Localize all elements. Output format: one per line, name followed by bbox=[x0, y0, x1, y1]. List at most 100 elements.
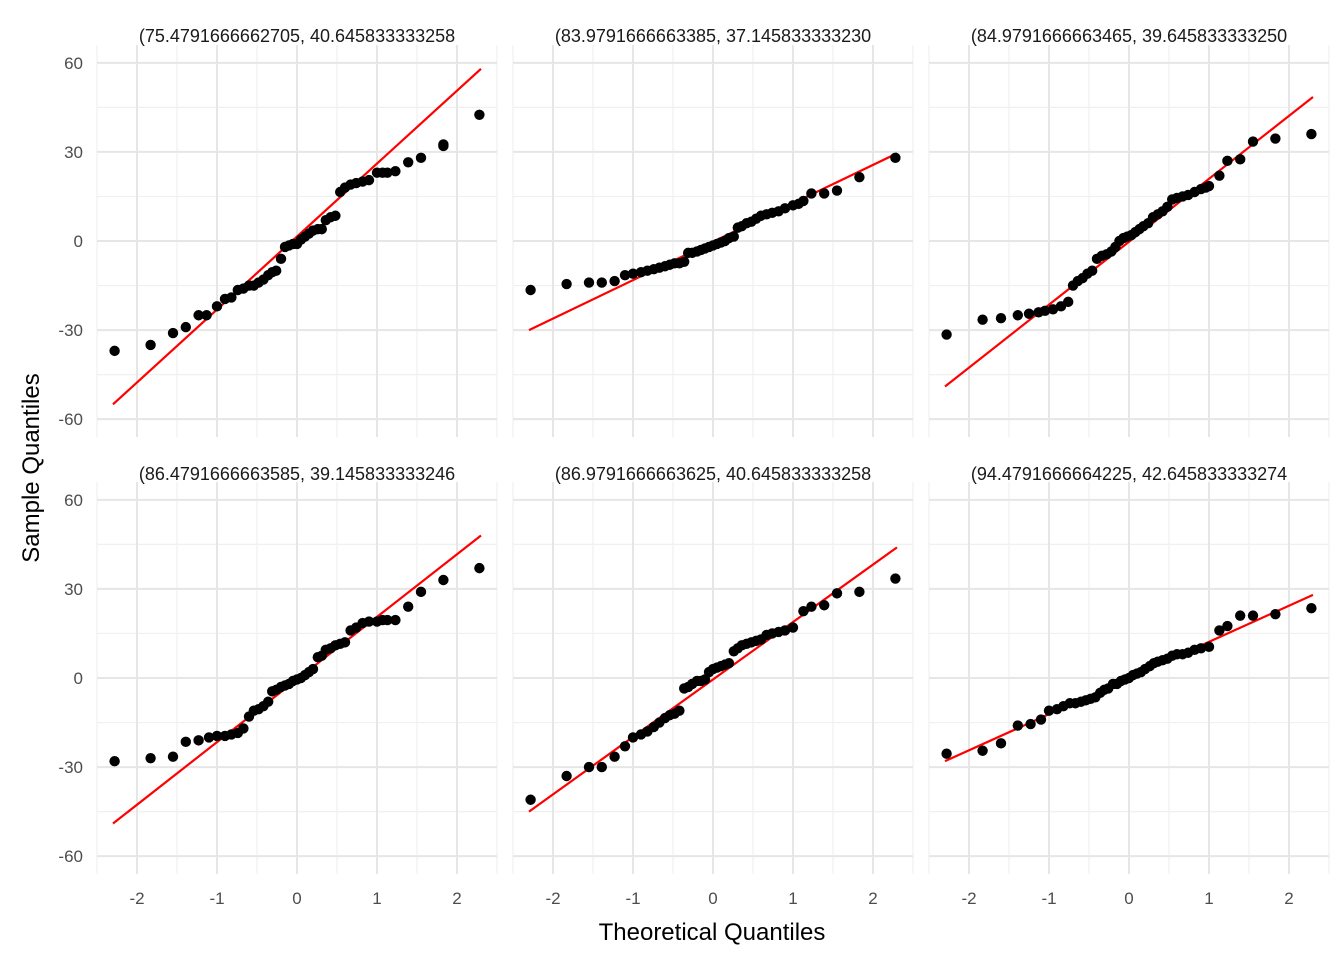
qq-point bbox=[263, 696, 274, 707]
facet-strip-title: (84.9791666663465, 39.645833333250 bbox=[971, 26, 1287, 46]
facet-strip-title: (75.4791666662705, 40.645833333258 bbox=[139, 26, 455, 46]
qq-point bbox=[525, 284, 536, 296]
qq-point bbox=[977, 314, 988, 325]
qq-point bbox=[438, 139, 449, 150]
qq-point bbox=[525, 794, 536, 805]
qq-point bbox=[619, 741, 631, 752]
qq-point bbox=[596, 277, 607, 288]
facet-strip-title: (83.9791666663385, 37.145833333230 bbox=[555, 26, 871, 46]
qq-point bbox=[390, 166, 401, 177]
qq-point bbox=[1306, 603, 1317, 614]
y-tick-label: 30 bbox=[64, 143, 83, 162]
y-tick-label: -30 bbox=[58, 758, 83, 777]
qq-point bbox=[977, 745, 988, 756]
qq-point bbox=[819, 188, 830, 199]
qq-point bbox=[806, 601, 817, 612]
facet-panel: (83.9791666663385, 37.145833333230 bbox=[512, 26, 914, 437]
qq-point bbox=[1023, 308, 1035, 319]
qq-point bbox=[679, 256, 690, 267]
qq-point bbox=[831, 185, 843, 196]
y-tick-label: -60 bbox=[58, 410, 83, 429]
qq-point bbox=[1025, 718, 1036, 730]
qq-point bbox=[201, 310, 212, 321]
facet-panel: (94.4791666664225, 42.645833333274 -2 -1 0 1… bbox=[928, 464, 1330, 908]
qq-point bbox=[330, 210, 341, 221]
qq-point bbox=[316, 223, 327, 235]
qq-point bbox=[1012, 720, 1023, 731]
qq-point bbox=[627, 732, 639, 743]
qq-point bbox=[1214, 170, 1225, 181]
qq-point bbox=[180, 736, 191, 748]
x-axis-title: Theoretical Quantiles bbox=[599, 919, 826, 946]
qq-point bbox=[382, 167, 393, 178]
qq-point bbox=[193, 735, 204, 746]
qq-point bbox=[806, 188, 817, 199]
qq-point bbox=[109, 755, 120, 767]
facet-panel: (86.9791666663625, 40.645833333258 -2 -1 0 1… bbox=[512, 464, 914, 908]
qq-point bbox=[363, 174, 375, 186]
qq-point bbox=[1203, 180, 1215, 192]
facet-strip-title: (94.4791666664225, 42.645833333274 bbox=[971, 464, 1287, 484]
x-tick-label: -1 bbox=[1041, 889, 1056, 908]
qq-point bbox=[167, 327, 179, 339]
qq-point bbox=[109, 345, 120, 357]
qq-point bbox=[854, 171, 865, 183]
qq-point bbox=[596, 761, 607, 773]
qq-point bbox=[941, 748, 952, 759]
qq-point bbox=[941, 329, 952, 340]
qq-point bbox=[819, 600, 830, 611]
qq-point bbox=[403, 157, 414, 168]
x-tick-label: -2 bbox=[545, 889, 560, 908]
qq-point bbox=[193, 310, 204, 321]
qq-point bbox=[415, 586, 427, 598]
qq-point bbox=[403, 601, 414, 612]
x-tick-label: 1 bbox=[372, 889, 381, 908]
qq-point bbox=[1203, 641, 1215, 653]
facet-panels: (75.4791666662705, 40.645833333258 -60 -30… bbox=[58, 26, 1330, 908]
y-tick-label: 30 bbox=[64, 580, 83, 599]
facet-strip-title: (86.4791666663585, 39.145833333246 bbox=[139, 464, 455, 484]
qq-point bbox=[831, 588, 843, 599]
qq-point bbox=[390, 614, 401, 626]
qq-point bbox=[211, 301, 223, 312]
x-tick-label: 0 bbox=[292, 889, 301, 908]
qq-point bbox=[798, 605, 809, 617]
qq-point bbox=[995, 738, 1007, 749]
qq-point bbox=[1043, 705, 1055, 716]
qq-point bbox=[1087, 265, 1098, 276]
x-tick-label: 1 bbox=[788, 889, 797, 908]
qq-point bbox=[561, 770, 572, 782]
qq-point bbox=[1306, 128, 1317, 140]
qq-point bbox=[474, 109, 485, 120]
qq-point bbox=[1035, 714, 1047, 725]
qq-point bbox=[583, 277, 595, 288]
x-tick-label: 2 bbox=[868, 889, 877, 908]
facet-panel: (84.9791666663465, 39.645833333250 bbox=[928, 26, 1330, 437]
qq-point bbox=[415, 152, 427, 164]
qq-point bbox=[238, 723, 249, 734]
facet-strip-title: (86.9791666663625, 40.645833333258 bbox=[555, 464, 871, 484]
qq-point bbox=[307, 663, 319, 675]
x-tick-label: -1 bbox=[625, 889, 640, 908]
qq-point bbox=[363, 616, 375, 627]
x-tick-label: -2 bbox=[129, 889, 144, 908]
qq-point bbox=[619, 269, 631, 281]
qq-point bbox=[728, 231, 739, 242]
qq-point bbox=[1222, 155, 1233, 167]
qq-point bbox=[1214, 625, 1225, 636]
qq-point bbox=[854, 586, 865, 598]
qq-point bbox=[787, 622, 799, 633]
qq-point bbox=[1270, 608, 1281, 620]
qq-point bbox=[561, 278, 572, 290]
x-tick-label: 1 bbox=[1204, 889, 1213, 908]
qq-point bbox=[1162, 201, 1173, 213]
qq-point bbox=[203, 732, 215, 743]
x-tick-label: -1 bbox=[209, 889, 224, 908]
y-tick-label: -60 bbox=[58, 847, 83, 866]
qq-point bbox=[674, 705, 685, 716]
x-tick-label: 2 bbox=[452, 889, 461, 908]
x-tick-label: 0 bbox=[1124, 889, 1133, 908]
y-tick-label: 0 bbox=[74, 669, 83, 688]
qq-point bbox=[1039, 305, 1051, 316]
qq-point bbox=[145, 752, 156, 764]
